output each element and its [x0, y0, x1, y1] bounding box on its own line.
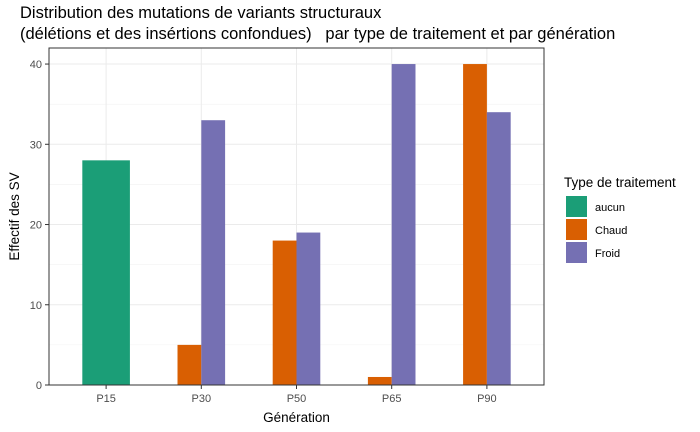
- y-axis-title: Effectif des SV: [7, 172, 22, 260]
- y-tick-label: 40: [30, 59, 42, 71]
- bar-aucun-p15: [82, 160, 130, 385]
- plot-panel-border: [48, 47, 545, 386]
- bar-chaud-p30: [177, 344, 202, 385]
- x-tick-label: P15: [96, 393, 116, 405]
- bar-froid-p65: [391, 64, 416, 386]
- legend-label-aucun: aucun: [595, 202, 625, 214]
- legend-key-froid: [566, 242, 587, 263]
- legend-label-chaud: Chaud: [595, 225, 627, 237]
- x-tick-label: P65: [382, 393, 402, 405]
- bar-chaud-p90: [463, 64, 487, 386]
- legend-key-chaud: [566, 219, 587, 240]
- bar-froid-p30: [201, 120, 226, 385]
- x-tick-label: P90: [477, 393, 497, 405]
- x-tick-label: P50: [287, 393, 307, 405]
- bar-froid-p50: [296, 232, 321, 385]
- chart-title-line-1: Distribution des mutations de variants s…: [20, 4, 382, 22]
- y-tick-label: 20: [30, 220, 42, 232]
- legend-key-aucun: [566, 196, 587, 217]
- bar-chaud-p50: [272, 240, 297, 385]
- legend-label-froid: Froid: [595, 248, 620, 260]
- legend-title: Type de traitement: [564, 175, 676, 190]
- bar-chaud-p65: [367, 376, 392, 385]
- y-tick-label: 30: [30, 139, 42, 151]
- y-tick-label: 10: [30, 300, 42, 312]
- y-tick-label: 0: [36, 380, 42, 392]
- bar-froid-p90: [486, 112, 511, 385]
- x-tick-label: P30: [192, 393, 212, 405]
- x-axis-title: Génération: [263, 410, 330, 425]
- chart-title-line-2: (délétions et des insértions confondues)…: [20, 25, 616, 43]
